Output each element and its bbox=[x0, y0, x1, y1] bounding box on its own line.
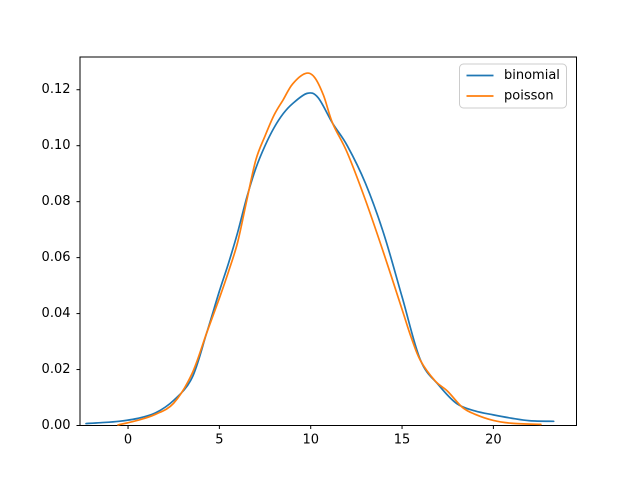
poisson-line bbox=[117, 72, 542, 426]
binomial-line bbox=[85, 92, 555, 425]
x-tick-label: 15 bbox=[394, 433, 411, 448]
x-tick-label: 10 bbox=[302, 433, 319, 448]
y-axis: 0.00 0.02 0.04 0.06 0.08 0.10 0.12 bbox=[42, 82, 80, 433]
plot-area bbox=[79, 56, 577, 426]
x-tick-label: 5 bbox=[215, 433, 223, 448]
y-tick-label: 0.12 bbox=[42, 82, 71, 97]
x-tick-label: 20 bbox=[485, 433, 502, 448]
legend-binomial-label: binomial bbox=[504, 68, 560, 83]
series-lines bbox=[85, 72, 555, 426]
y-tick-label: 0.04 bbox=[42, 306, 71, 321]
x-axis: 0 5 10 15 20 bbox=[124, 425, 502, 448]
x-tick-label: 0 bbox=[124, 433, 132, 448]
y-tick-label: 0.02 bbox=[42, 362, 71, 377]
legend-poisson-label: poisson bbox=[504, 89, 554, 104]
y-tick-label: 0.10 bbox=[42, 138, 71, 153]
y-tick-label: 0.06 bbox=[42, 250, 71, 265]
legend: binomial poisson bbox=[459, 63, 567, 109]
y-tick-label: 0.08 bbox=[42, 194, 71, 209]
y-tick-label: 0.00 bbox=[42, 418, 71, 433]
